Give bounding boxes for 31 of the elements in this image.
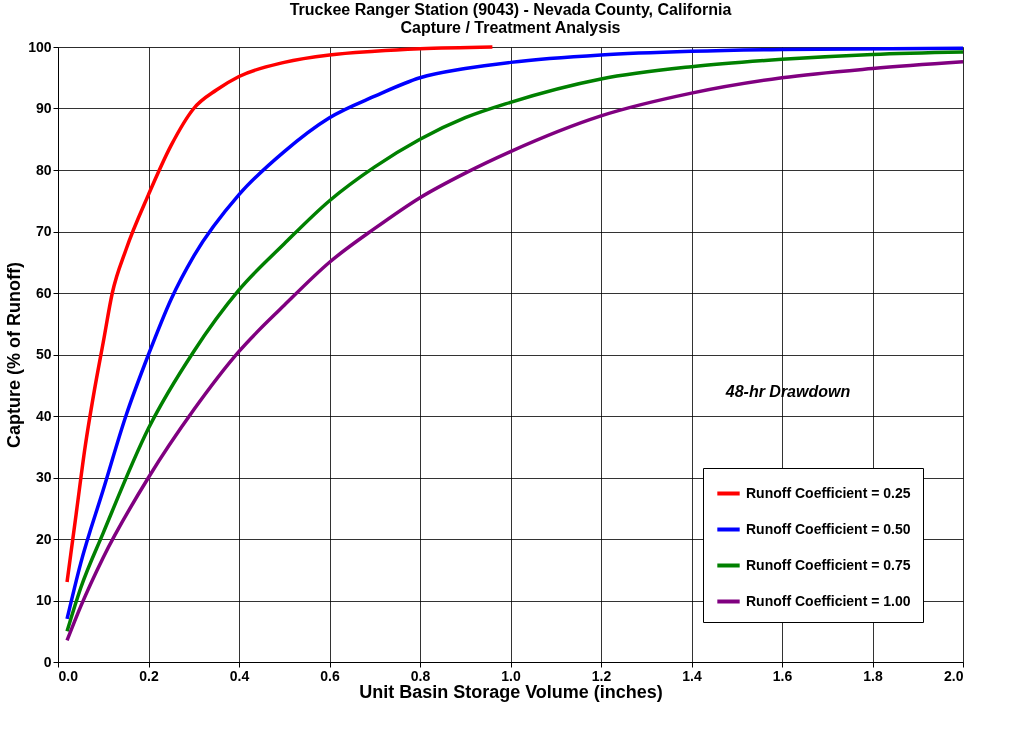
x-tick-label: 0.8 (410, 667, 431, 684)
y-tick-label: 20 (35, 530, 52, 547)
chart-subtitle: Capture / Treatment Analysis (400, 19, 621, 36)
x-tick-label: 0.2 (139, 667, 159, 684)
x-tick-label: 0.4 (229, 667, 250, 684)
y-tick-label: 10 (35, 592, 52, 608)
line-series (65, 45, 495, 584)
y-tick-label: 100 (28, 38, 52, 55)
y-tick-label: 70 (35, 223, 52, 239)
y-tick-label: 60 (35, 284, 52, 301)
legend-label: Runoff Coefficient = 0.50 (746, 520, 911, 537)
y-tick-label: 80 (35, 161, 52, 178)
y-tick-label: 30 (35, 469, 52, 485)
y-axis-title: Capture (% of Runoff) (4, 262, 25, 448)
x-tick-label: 0.0 (58, 667, 79, 684)
chart-title: Truckee Ranger Station (9043) - Nevada County, California (289, 1, 732, 18)
x-tick-label: 2.0 (944, 667, 964, 684)
y-tick-label: 90 (35, 100, 52, 116)
y-tick-label: 0 (43, 653, 52, 670)
x-tick-label: 1.6 (772, 667, 793, 684)
legend-label: Runoff Coefficient = 0.25 (746, 484, 911, 501)
x-tick-label: 1.8 (863, 667, 883, 684)
x-tick-label: 1.0 (501, 667, 521, 684)
x-tick-label: 1.4 (682, 667, 702, 684)
x-tick-label: 1.2 (591, 667, 612, 684)
y-tick-label: 40 (35, 407, 52, 424)
legend-label: Runoff Coefficient = 0.75 (746, 556, 911, 573)
x-axis-title: Unit Basin Storage Volume (inches) (359, 681, 663, 702)
x-tick-label: 0.6 (320, 667, 340, 684)
legend-label: Runoff Coefficient = 1.00 (746, 592, 911, 609)
y-tick-label: 50 (35, 346, 52, 362)
